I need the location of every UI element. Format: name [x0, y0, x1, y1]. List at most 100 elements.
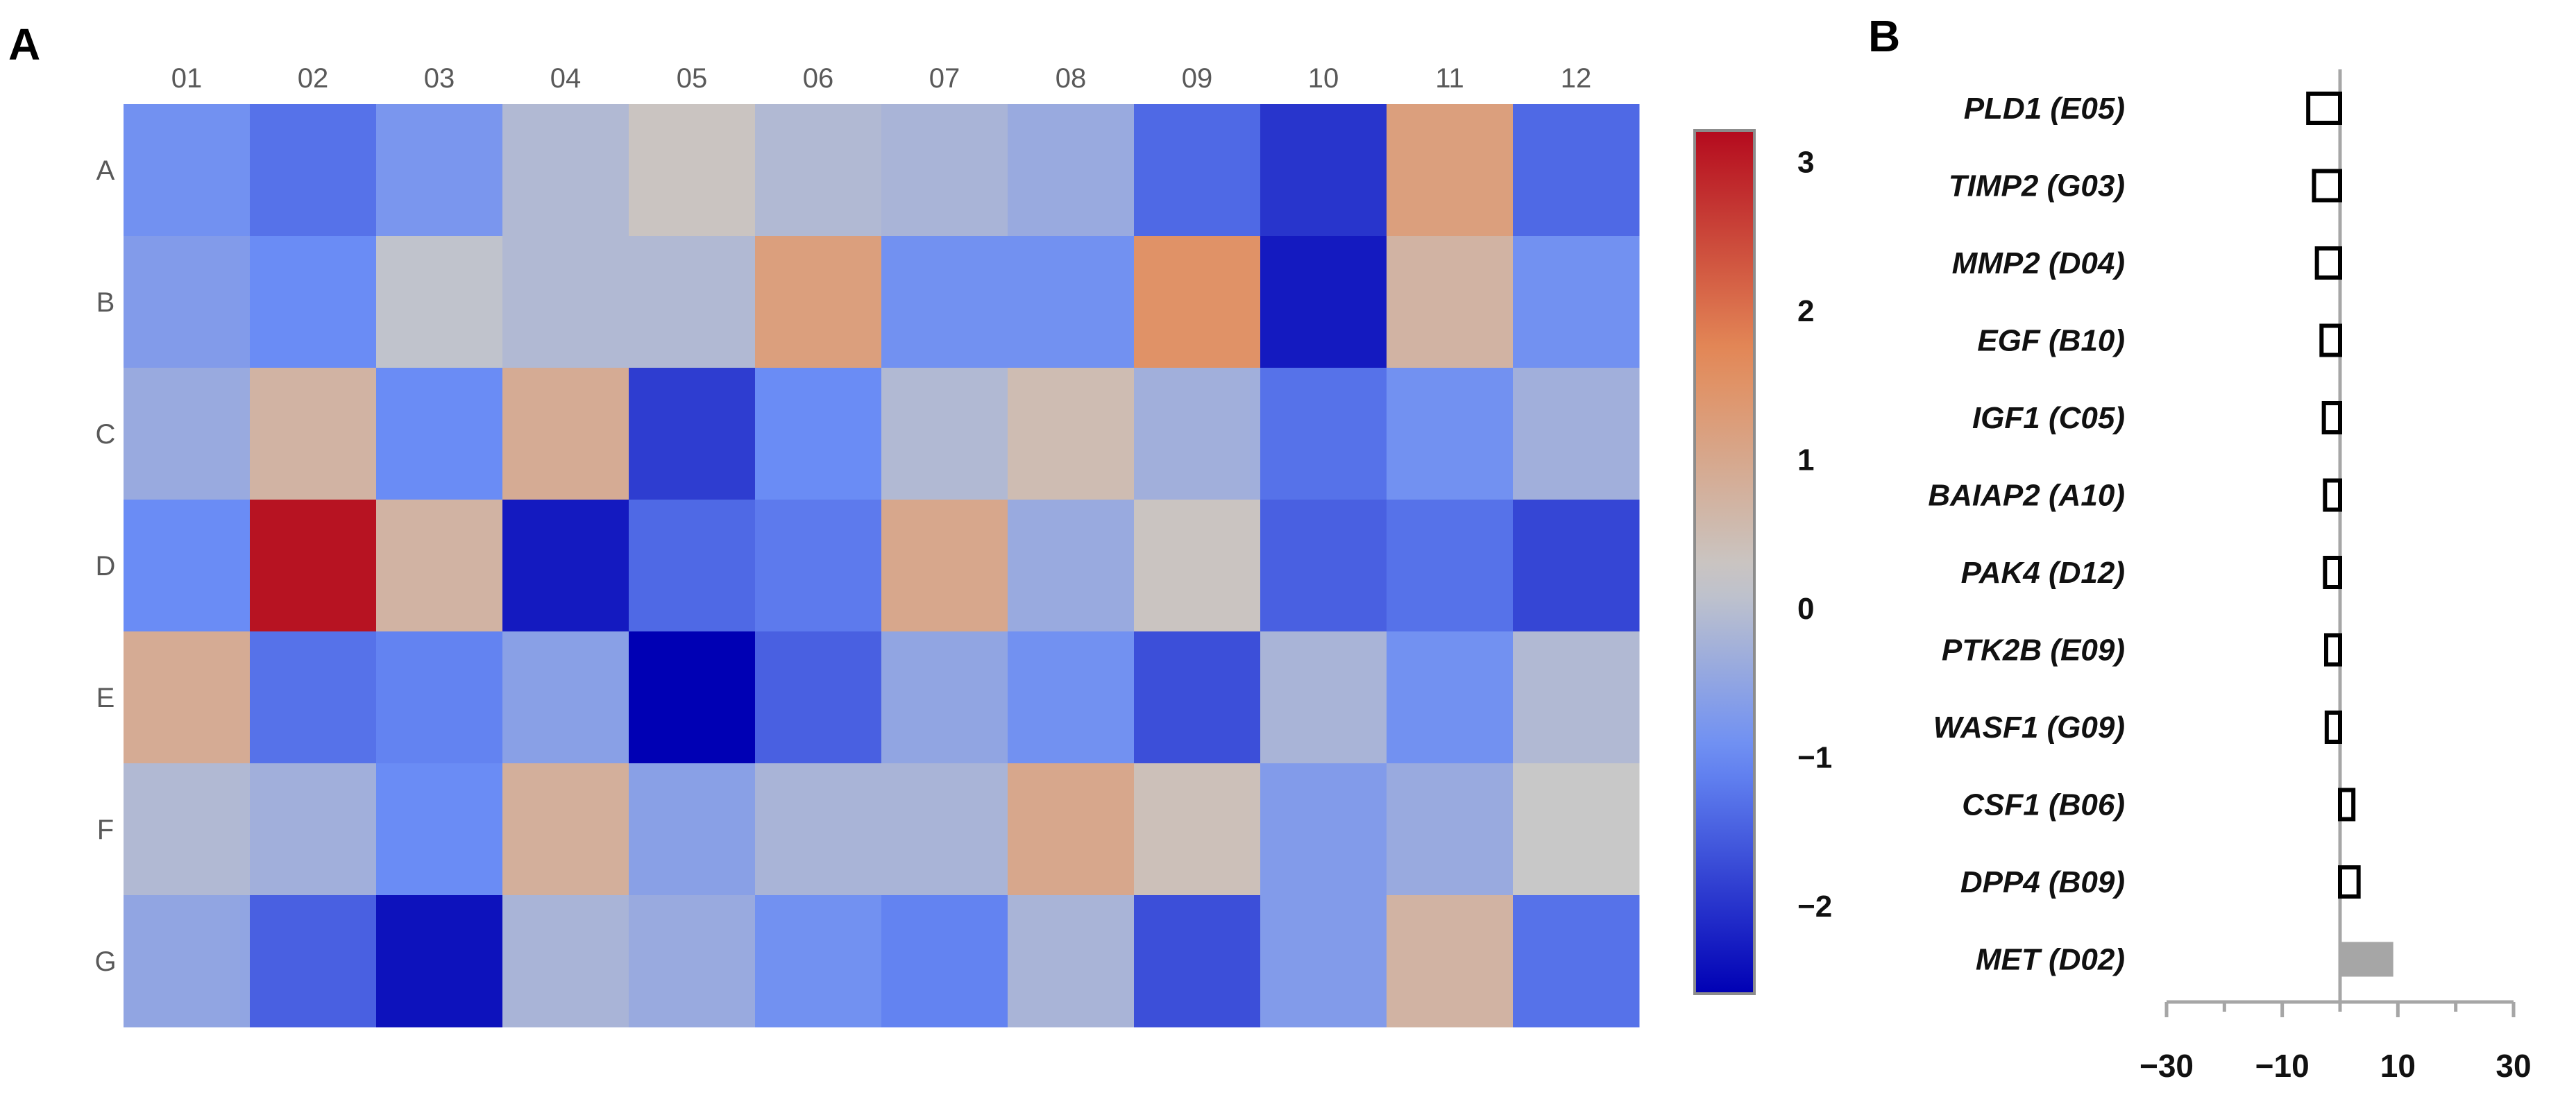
heatmap-cell [124, 368, 251, 500]
column-label: 05 [677, 63, 708, 94]
heatmap-cell [755, 236, 882, 368]
column-label: 12 [1561, 63, 1592, 94]
category-label: IGF1 (C05) [1972, 401, 2125, 435]
heatmap: 01 02 03 04 05 06 07 08 09 10 11 12 A B C D E F G [94, 63, 1640, 1028]
heatmap-cell [755, 500, 882, 632]
heatmap-cell [1008, 500, 1135, 632]
heatmap-cell [376, 368, 503, 500]
category-label: PLD1 (E05) [1964, 92, 2125, 126]
column-label: 07 [929, 63, 960, 94]
heatmap-cell [1134, 500, 1261, 632]
row-label: G [94, 946, 116, 977]
bar [2338, 788, 2356, 822]
heatmap-cell [1387, 368, 1514, 500]
heatmap-cell [124, 631, 251, 764]
heatmap-cell [1387, 763, 1514, 896]
bar [2324, 711, 2342, 744]
category-label: DPP4 (B09) [1960, 865, 2125, 899]
bar-chart: −30 −10 10 30 PLD1 (E05) TIMP2 (G03) MMP2 (D04… [1928, 69, 2532, 1084]
heatmap-cell [502, 368, 629, 500]
heatmap-cell [1008, 895, 1135, 1028]
heatmap-cell [755, 368, 882, 500]
category-label: WASF1 (G09) [1933, 711, 2125, 745]
column-label: 02 [298, 63, 329, 94]
heatmap-cell [629, 104, 756, 237]
heatmap-cell [376, 500, 503, 632]
heatmap-cell [124, 895, 251, 1028]
category-label: PTK2B (E09) [1942, 634, 2125, 668]
column-label: 10 [1308, 63, 1339, 94]
heatmap-cell [1008, 763, 1135, 896]
heatmap-cell [629, 631, 756, 764]
bar [2323, 478, 2342, 512]
heatmap-cell [376, 631, 503, 764]
column-label: 03 [424, 63, 455, 94]
heatmap-cell [1134, 763, 1261, 896]
bar [2323, 556, 2342, 589]
heatmap-cell [1008, 368, 1135, 500]
heatmap-cell [502, 763, 629, 896]
heatmap-cell [502, 500, 629, 632]
heatmap-cell [881, 368, 1008, 500]
heatmap-cell [502, 236, 629, 368]
heatmap-cell [250, 500, 377, 632]
column-label: 01 [171, 63, 203, 94]
row-label: D [96, 551, 116, 581]
heatmap-cell [1260, 631, 1387, 764]
colorbar-tick-label: −1 [1797, 740, 1832, 774]
heatmap-cell [376, 895, 503, 1028]
heatmap-cell [1513, 631, 1640, 764]
heatmap-cell [1260, 236, 1387, 368]
colorbar-tick-label: 3 [1797, 145, 1814, 179]
heatmap-cell [629, 763, 756, 896]
category-label: CSF1 (B06) [1962, 788, 2125, 822]
heatmap-cell [250, 104, 377, 237]
heatmap-cell [250, 763, 377, 896]
heatmap-cell [376, 104, 503, 237]
heatmap-cell [755, 763, 882, 896]
category-label: MMP2 (D04) [1952, 246, 2125, 280]
heatmap-cell [1134, 104, 1261, 237]
heatmap-cell [881, 104, 1008, 237]
bar [2319, 323, 2342, 357]
heatmap-cell [1008, 631, 1135, 764]
heatmap-cell [629, 500, 756, 632]
heatmap-cell [1513, 895, 1640, 1028]
row-label: E [96, 683, 115, 713]
heatmap-cell [881, 631, 1008, 764]
heatmap-cell [250, 631, 377, 764]
heatmap-cell [1387, 631, 1514, 764]
heatmap-cell [881, 763, 1008, 896]
heatmap-cell [1513, 236, 1640, 368]
category-label: BAIAP2 (A10) [1928, 479, 2125, 513]
heatmap-cell [1260, 763, 1387, 896]
colorbar-tick-label: 2 [1797, 294, 1814, 328]
colorbar: 3 2 1 0 −1 −2 [1693, 129, 1832, 995]
heatmap-cell [1387, 895, 1514, 1028]
heatmap-cell [124, 104, 251, 237]
category-label: TIMP2 (G03) [1949, 169, 2125, 203]
column-label: 06 [803, 63, 834, 94]
x-tick-label: 10 [2380, 1048, 2416, 1084]
bar [2314, 246, 2343, 280]
heatmap-cell [250, 895, 377, 1028]
heatmap-cell [1513, 104, 1640, 237]
bar [2324, 633, 2342, 667]
heatmap-cell [1387, 104, 1514, 237]
heatmap-cell [755, 104, 882, 237]
panel-label-a: A [8, 19, 40, 69]
heatmap-cell [629, 236, 756, 368]
heatmap-cell [1260, 104, 1387, 237]
row-label: F [97, 815, 114, 845]
heatmap-cell [250, 236, 377, 368]
heatmap-cell [250, 368, 377, 500]
heatmap-cell [755, 895, 882, 1028]
heatmap-cell [1008, 236, 1135, 368]
colorbar-tick-label: 0 [1797, 592, 1814, 626]
x-tick-label: −30 [2139, 1048, 2194, 1084]
heatmap-cell [881, 236, 1008, 368]
panel-label-b: B [1868, 11, 1900, 61]
heatmap-cell [502, 104, 629, 237]
column-label: 09 [1182, 63, 1213, 94]
